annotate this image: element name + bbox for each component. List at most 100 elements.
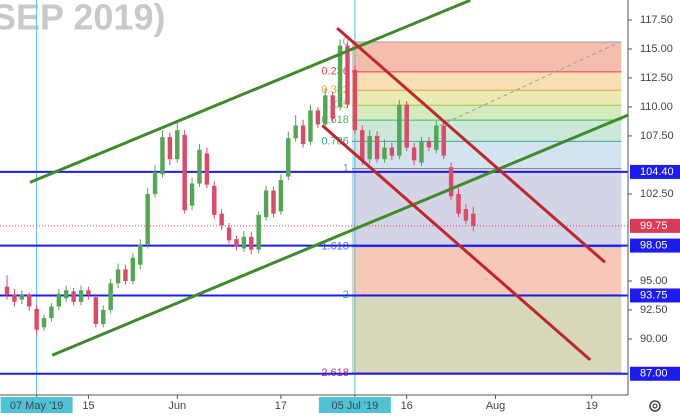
candle-body — [315, 110, 321, 125]
candle-body — [219, 213, 224, 226]
candle-body — [441, 125, 446, 156]
fib-label: 1 — [343, 162, 349, 174]
fib-band — [351, 90, 622, 106]
y-tick-label: 107.50 — [640, 130, 674, 142]
candle-body — [4, 286, 10, 295]
candle-body — [389, 147, 395, 156]
price-tag-label: 99.75 — [640, 220, 668, 232]
candle-body — [308, 110, 313, 142]
candle-body — [448, 167, 454, 197]
candle-body — [78, 290, 84, 302]
candle-body — [56, 293, 62, 307]
x-tick-label: 05 Jul '19 — [332, 400, 379, 412]
candle-body — [182, 134, 187, 211]
candle-body — [64, 290, 69, 299]
candle-body — [86, 290, 91, 295]
x-tick-label: 17 — [275, 400, 287, 412]
candle-body — [93, 297, 99, 324]
x-tag — [0, 397, 73, 413]
candle-body — [397, 104, 402, 156]
price-tag-label: 98.05 — [640, 239, 668, 251]
price-tag — [630, 164, 680, 179]
candle-body — [197, 149, 202, 184]
price-tag-label: 104.40 — [640, 166, 674, 178]
candle-body — [12, 294, 17, 302]
fib-label: 0.618 — [321, 114, 349, 126]
x-tick-label: 19 — [586, 400, 598, 412]
candle-body — [249, 236, 254, 250]
candle-body — [71, 291, 76, 302]
candle-body — [226, 227, 232, 241]
fib-band — [351, 141, 622, 169]
candle-body — [434, 125, 439, 150]
y-tick-label: 92.50 — [640, 304, 668, 316]
price-tag — [630, 366, 680, 381]
dashed-trendline — [439, 41, 621, 126]
x-axis-area — [0, 395, 628, 418]
candle-body — [330, 95, 335, 119]
y-tick-label: 110.00 — [640, 101, 673, 113]
watermark: SEP 2019) — [0, 0, 165, 38]
price-tag — [630, 288, 680, 303]
fib-label: 0.236 — [321, 66, 349, 78]
candle-body — [411, 147, 417, 161]
candle-body — [345, 45, 350, 105]
settings-icon[interactable] — [649, 400, 661, 412]
fib-band — [351, 120, 622, 142]
candle-body — [204, 153, 210, 185]
candle-body — [360, 130, 365, 161]
candle-body — [175, 130, 180, 160]
candle-body — [160, 137, 165, 175]
candle-body — [34, 308, 39, 330]
candle-body — [382, 147, 387, 160]
candle-body — [404, 104, 409, 148]
x-tick-label: 07 May '19 — [10, 400, 63, 412]
candle-body — [212, 185, 217, 215]
fib-band — [351, 71, 622, 91]
candle-body — [263, 190, 269, 218]
candle-body — [27, 294, 32, 307]
candle-body — [426, 141, 432, 148]
candle-body — [463, 209, 469, 221]
trendline — [51, 113, 629, 357]
candle-body — [471, 213, 476, 226]
candle-body — [101, 309, 106, 324]
candle-body — [167, 137, 173, 160]
y-axis-area — [628, 0, 680, 418]
plot: SEP 2019)00.2360.3820.50.6180.78611.6182… — [0, 0, 629, 395]
fib-band — [351, 105, 622, 121]
trendline — [29, 0, 471, 184]
candle-body — [374, 135, 380, 160]
fib-band — [351, 41, 622, 72]
y-tick-label: 90.00 — [640, 333, 668, 345]
axes: 117.50 115.00 112.50 110.00 107.50 102.50 95.0… — [0, 14, 680, 413]
candle-body — [19, 294, 25, 300]
candle-body — [278, 180, 284, 212]
candle-body — [130, 257, 136, 281]
candle-body — [138, 245, 143, 265]
candle-body — [337, 45, 343, 107]
y-tick-label: 117.50 — [640, 14, 673, 26]
candle-body — [419, 141, 424, 163]
candle-body — [123, 269, 128, 281]
candle-body — [145, 193, 150, 246]
price-tag — [630, 238, 680, 253]
y-tick-label: 112.50 — [640, 72, 673, 84]
candle-body — [456, 193, 461, 214]
x-tick-label: Jun — [168, 400, 186, 412]
candle-body — [49, 306, 54, 319]
price-tag — [630, 218, 680, 233]
candle-body — [256, 214, 261, 250]
x-tick-label: 15 — [82, 400, 94, 412]
candle-body — [115, 269, 121, 284]
candle-body — [352, 69, 358, 131]
x-tick-label: 16 — [401, 400, 413, 412]
trendline — [321, 124, 592, 361]
trendline — [336, 26, 607, 264]
candle-body — [300, 125, 306, 145]
candle-body — [189, 183, 195, 206]
candle-body — [286, 138, 291, 177]
candle-body — [293, 125, 298, 139]
candle-body — [152, 171, 158, 194]
